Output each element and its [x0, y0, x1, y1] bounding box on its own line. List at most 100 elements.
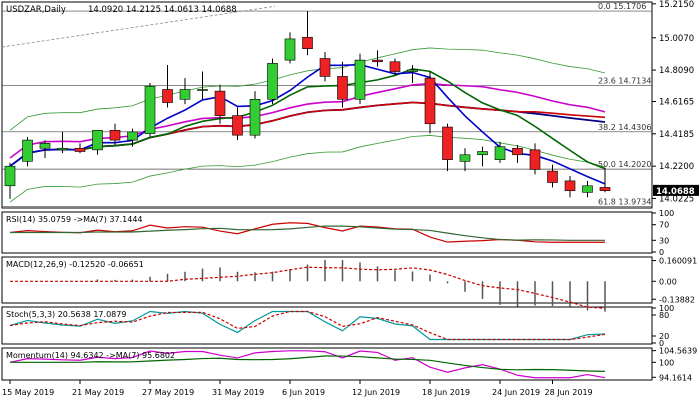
candle-body: [494, 146, 506, 160]
indicator-tick-label: 30: [659, 236, 669, 245]
candle-body: [319, 58, 331, 77]
moving-averages: [9, 47, 606, 203]
x-tick-label: 15 May 2019: [2, 388, 54, 397]
momentum-indicator: 104.5639 100 94.1614: [9, 347, 697, 382]
indicator-tick-label: 80: [659, 311, 669, 320]
x-tick-label: 12 Jun 2019: [352, 388, 400, 397]
y-tick-label: 15.2150: [659, 0, 694, 10]
indicator-tick-label: 20: [659, 332, 669, 341]
candle-body: [74, 147, 86, 152]
candle-body: [564, 180, 576, 191]
candle-body: [442, 126, 453, 160]
fib-label: 23.6 14.7134: [598, 77, 651, 86]
y-tick-label: 14.8090: [659, 66, 694, 76]
ma-10-line: [9, 68, 606, 170]
macd-indicator: 0.160091 0.00 -0.13882: [10, 257, 697, 312]
stoch-label: Stoch(5,3,3) 20.5638 17.0879: [6, 310, 126, 319]
fib-label: 0.0 15.1706: [598, 2, 646, 11]
candle-body: [337, 76, 348, 100]
stoch-d-line: [9, 310, 606, 341]
candlesticks: [4, 11, 611, 199]
y-tick-label: 14.0225: [659, 194, 694, 204]
indicator-tick-label: 100: [659, 358, 674, 367]
candle-body: [197, 89, 208, 91]
candle-body: [599, 187, 611, 191]
ohlc-readout: 14.0920 14.2125 14.0613 14.0688: [88, 5, 237, 15]
candle-body: [372, 59, 383, 63]
candle-body: [127, 131, 138, 141]
candle-body: [529, 149, 541, 170]
indicator-tick-label: 0: [659, 248, 664, 257]
main-panel: [1, 1, 653, 209]
candle-body: [284, 38, 296, 61]
x-tick-label: 31 May 2019: [212, 388, 264, 397]
candle-body: [179, 89, 191, 100]
momentum-label: Momentum(14) 94.6342 ->MA(7) 95.6802: [6, 351, 175, 360]
candle-body: [267, 63, 278, 100]
candle-body: [354, 59, 366, 100]
candle-body: [232, 115, 243, 136]
stoch-panel: [1, 306, 653, 345]
current-price-label: 14.0688: [656, 187, 695, 197]
current-price-tag: 14.0688: [653, 184, 699, 197]
x-tick-label: 27 May 2019: [142, 388, 194, 397]
ma-20-line: [9, 82, 606, 159]
indicator-tick-label: 100: [659, 304, 674, 313]
candle-body: [424, 77, 436, 125]
y-tick-label: 14.4185: [659, 130, 694, 140]
fib-label: 61.8 13.9734: [598, 197, 651, 206]
candle-body: [92, 129, 103, 151]
x-tick-label: 21 May 2019: [72, 388, 124, 397]
indicator-tick-label: 104.5639: [659, 347, 697, 356]
chart-symbol-title: USDZAR,Daily: [6, 5, 66, 15]
candle-body: [477, 151, 488, 156]
candle-body: [459, 154, 471, 162]
candle-body: [302, 36, 313, 49]
candle-body: [547, 170, 558, 183]
rsi-ma-line: [10, 225, 605, 241]
y-tick-label: 14.6165: [659, 97, 694, 107]
rsi-label: RSI(14) 35.0759 ->MA(7) 37.1444: [6, 215, 143, 224]
chart-title-group: USDZAR,Daily 14.0920 14.2125 14.0613 14.…: [6, 5, 237, 15]
candle-body: [162, 89, 173, 103]
bollinger-lower-line: [9, 135, 606, 203]
date-axis: 15 May 2019 21 May 2019 27 May 2019 31 May …: [2, 380, 593, 397]
bollinger-upper-line: [9, 47, 606, 131]
y-tick-label: 14.2200: [659, 162, 694, 172]
indicator-tick-label: 0.00: [659, 277, 677, 286]
momentum-ma-line: [10, 355, 606, 372]
indicator-tick-label: -0.13882: [659, 295, 695, 304]
candle-body: [214, 90, 226, 116]
indicator-tick-label: 0.160091: [659, 257, 697, 266]
macd-label: MACD(12,26,9) -0.12520 -0.06651: [6, 260, 144, 269]
indicator-tick-label: 94.1614: [659, 373, 692, 382]
candle-body: [389, 61, 401, 72]
x-tick-label: 18 Jun 2019: [422, 388, 470, 397]
x-tick-label: 24 Jun 2019: [492, 388, 540, 397]
candle-body: [39, 143, 51, 149]
candle-body: [249, 98, 261, 136]
candle-body: [22, 139, 33, 162]
candle-body: [57, 147, 68, 151]
x-tick-label: 28 Jun 2019: [545, 388, 593, 397]
rsi-indicator: 100 70 30 0: [9, 209, 674, 257]
fib-label: 50.0 14.2020: [598, 160, 651, 169]
y-tick-label: 15.0070: [659, 34, 694, 44]
momentum-line: [9, 350, 606, 379]
indicator-tick-label: 0: [659, 339, 664, 348]
candle-body: [109, 129, 121, 141]
indicator-tick-label: 100: [659, 209, 674, 218]
indicator-tick-label: 70: [659, 221, 669, 230]
candle-body: [144, 85, 156, 134]
candle-body: [512, 147, 523, 156]
candle-body: [4, 165, 16, 187]
trend-line: [1, 5, 276, 48]
x-tick-label: 6 Jun 2019: [282, 388, 325, 397]
candle-body: [582, 185, 593, 193]
price-axis: 15.2150 15.0070 14.8090 14.6165 14.4185 14.22…: [652, 0, 694, 204]
fib-label: 38.2 14.4306: [598, 123, 651, 132]
ma-5-line: [9, 63, 606, 185]
momentum-panel: [1, 347, 653, 381]
